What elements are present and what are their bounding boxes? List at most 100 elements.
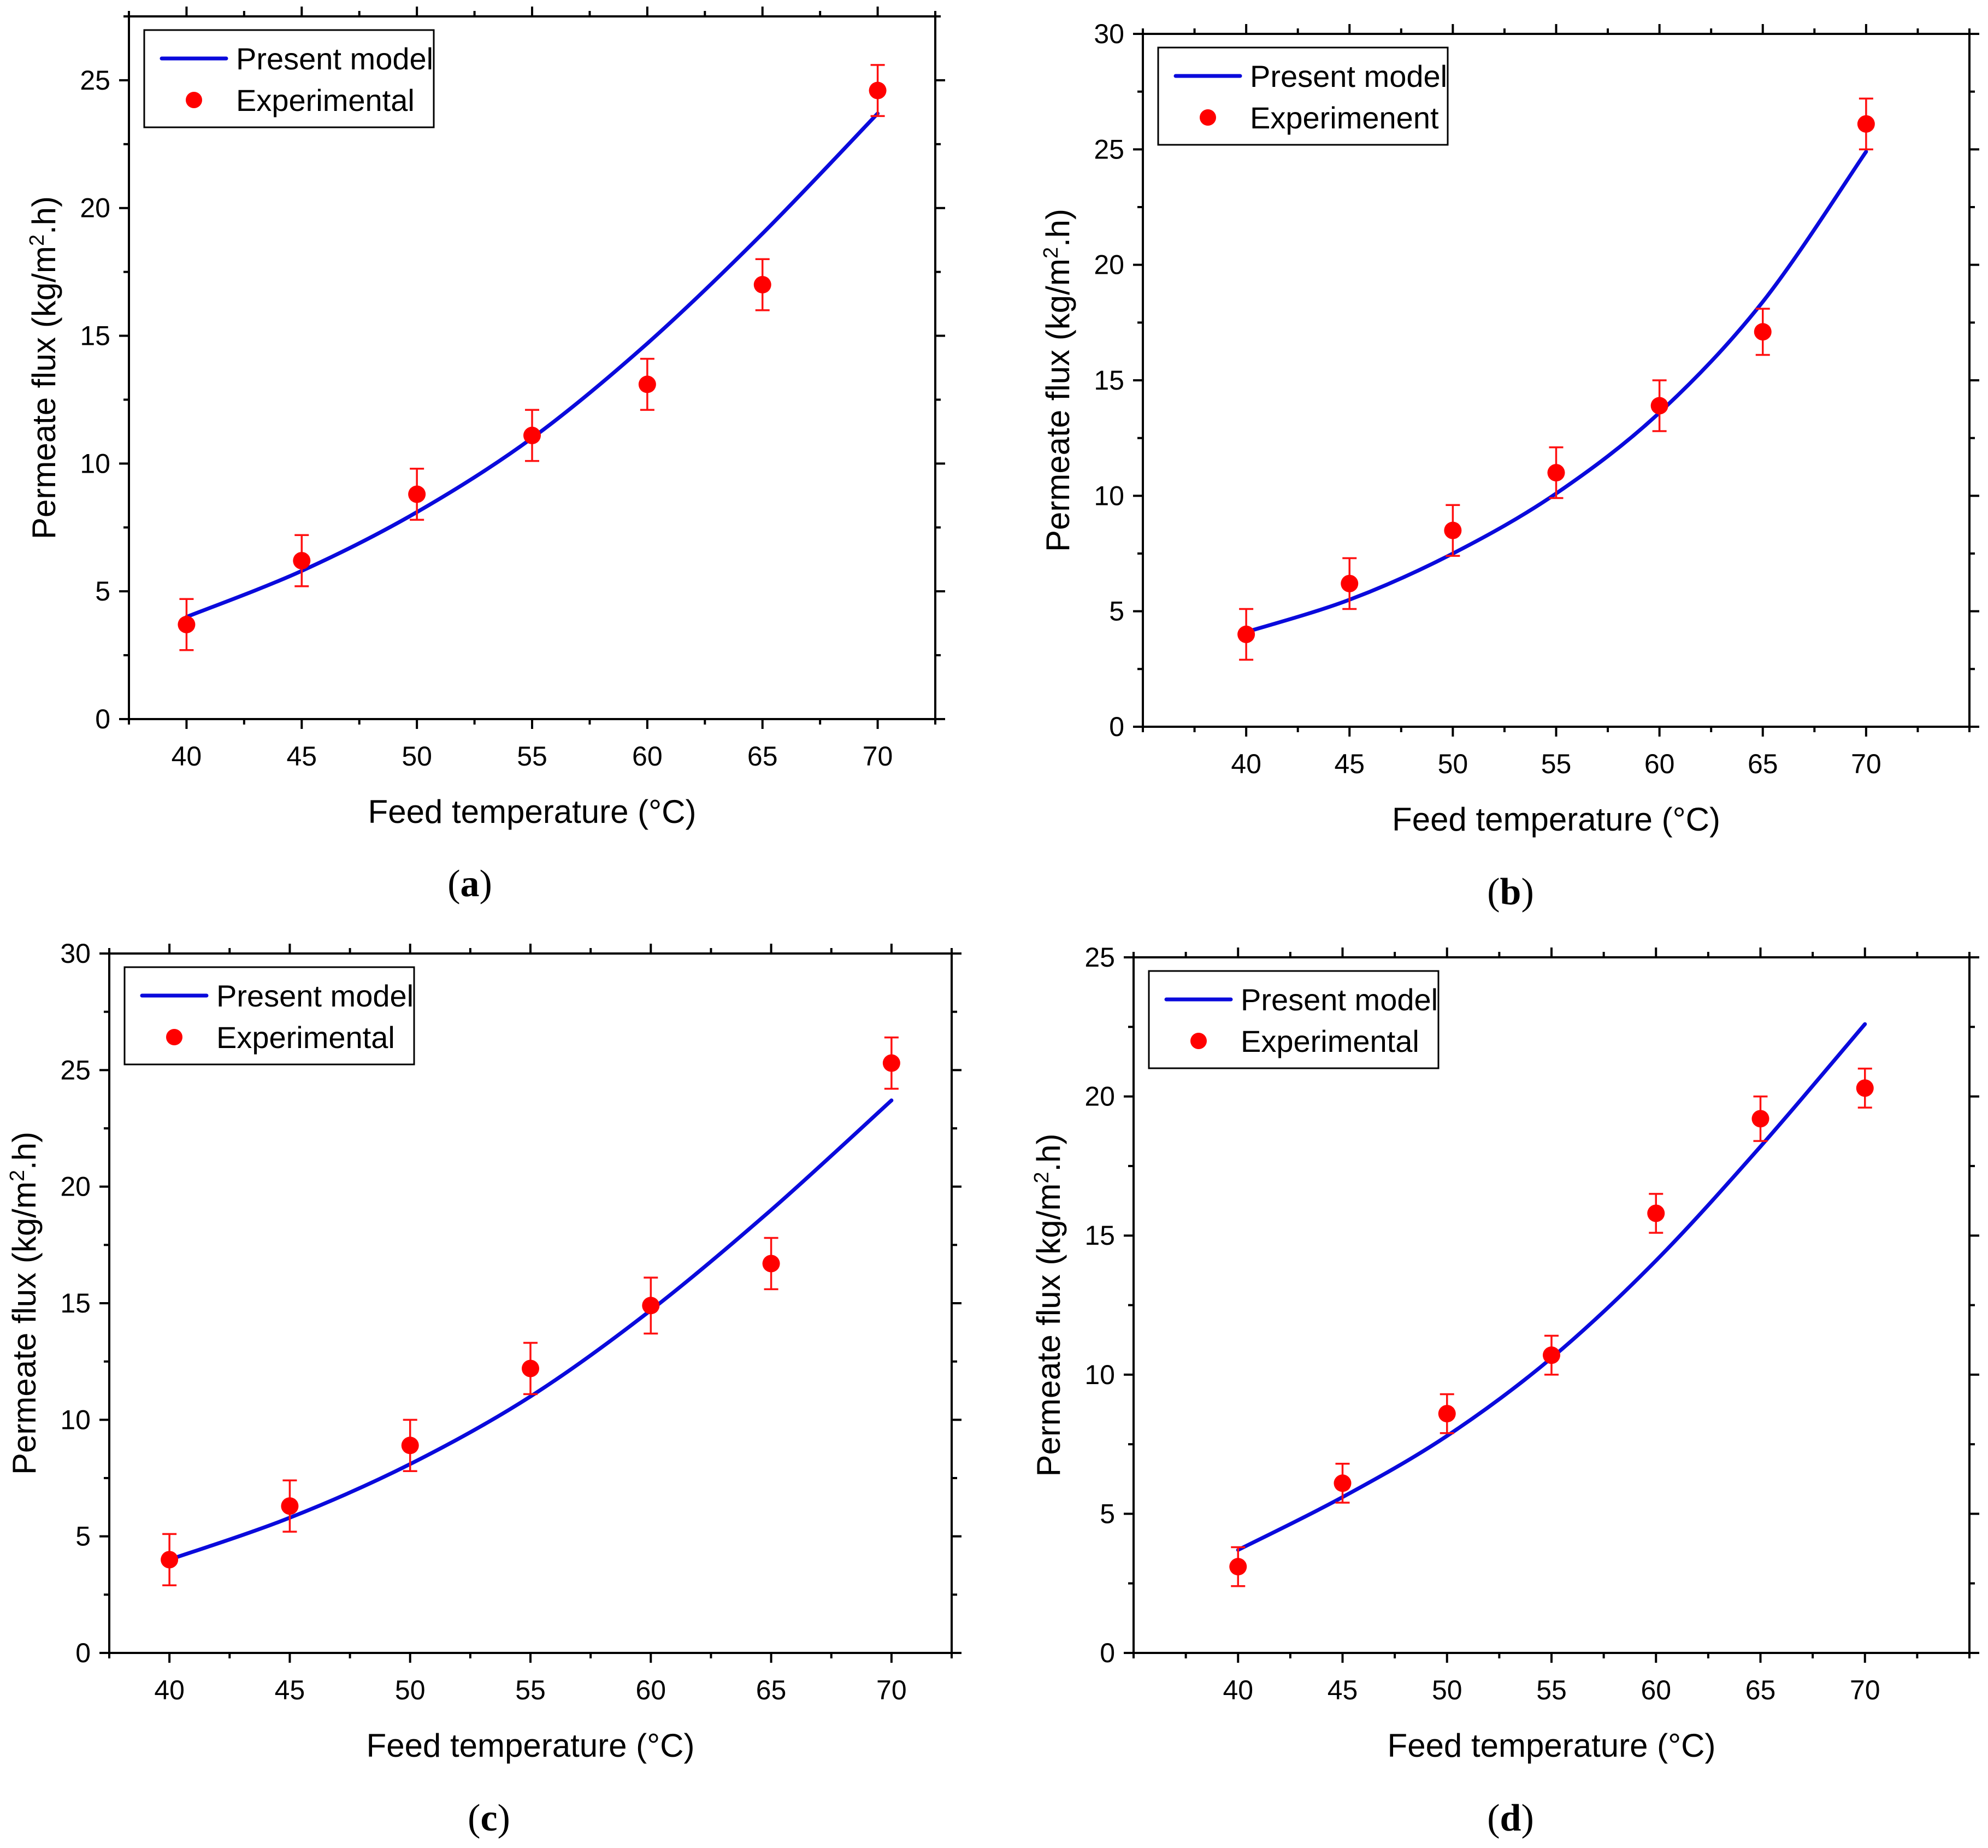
y-tick-label: 10 bbox=[60, 1404, 91, 1435]
x-axis-label: Feed temperature (°C) bbox=[1388, 1727, 1716, 1764]
experimental-point bbox=[762, 1255, 780, 1273]
caption-open-paren: ( bbox=[1487, 871, 1500, 913]
y-tick-label: 15 bbox=[60, 1288, 91, 1319]
y-tick-label: 25 bbox=[60, 1055, 91, 1085]
legend-label-model: Present model bbox=[1250, 59, 1447, 93]
y-tick-label: 25 bbox=[80, 65, 110, 96]
legend-point-swatch bbox=[166, 1029, 182, 1045]
y-axis-label-main: Permeate flux (kg/m bbox=[1030, 1184, 1067, 1477]
x-tick-label: 55 bbox=[1541, 749, 1572, 779]
chart-panel-d: 40 45 50 55 60 65 70 0 5 10 15 20 25 Feed temperature… bbox=[1030, 942, 1979, 1839]
x-tick-label: 65 bbox=[747, 741, 778, 772]
caption-close-paren: ) bbox=[1521, 1797, 1533, 1839]
present-model-line bbox=[1236, 1022, 1867, 1552]
x-tick-label: 65 bbox=[1745, 1675, 1776, 1705]
caption-close-paren: ) bbox=[480, 863, 492, 905]
y-tick-label: 0 bbox=[1100, 1638, 1115, 1668]
legend-label-model: Present model bbox=[1241, 982, 1438, 1017]
y-tick-label: 15 bbox=[1094, 365, 1124, 396]
experimental-point bbox=[1547, 464, 1565, 482]
x-tick-label: 40 bbox=[1223, 1675, 1253, 1705]
caption-open-paren: ( bbox=[468, 1797, 480, 1839]
y-axis-label-superscript: 2 bbox=[1040, 247, 1063, 258]
x-tick-label: 55 bbox=[515, 1675, 546, 1705]
legend-label-model: Present model bbox=[236, 42, 433, 76]
y-tick-label: 5 bbox=[1109, 596, 1124, 627]
y-axis-label-suffix: .h) bbox=[1040, 209, 1076, 247]
x-tick-label: 60 bbox=[632, 741, 663, 772]
y-tick-label: 25 bbox=[1084, 942, 1115, 973]
experimental-point bbox=[401, 1437, 419, 1455]
x-tick-label: 50 bbox=[1432, 1675, 1462, 1705]
x-tick-label: 65 bbox=[1748, 749, 1778, 779]
y-tick-label: 20 bbox=[1084, 1081, 1115, 1112]
x-tick-label: 40 bbox=[154, 1675, 185, 1705]
y-axis-label: Permeate flux (kg/m2.h) bbox=[26, 196, 62, 539]
legend-label-model: Present model bbox=[216, 979, 414, 1013]
y-axis-label-main: Permeate flux (kg/m bbox=[1040, 258, 1076, 552]
experimental-point bbox=[1444, 521, 1462, 539]
experimental-point bbox=[1341, 574, 1359, 592]
x-axis-label: Feed temperature (°C) bbox=[368, 793, 697, 830]
y-tick-label: 0 bbox=[75, 1638, 91, 1668]
legend: Present model Experimental bbox=[143, 29, 435, 128]
experimental-point bbox=[293, 552, 311, 570]
x-tick-label: 45 bbox=[275, 1675, 305, 1705]
legend-box bbox=[1148, 970, 1440, 1069]
y-tick-label: 30 bbox=[1094, 19, 1124, 49]
experimental-point bbox=[281, 1497, 299, 1515]
y-axis-label-suffix: .h) bbox=[6, 1132, 43, 1170]
y-axis-label-main: Permeate flux (kg/m bbox=[26, 246, 62, 539]
x-tick-label: 70 bbox=[863, 741, 893, 772]
caption-letter: d bbox=[1500, 1797, 1521, 1839]
legend-point-swatch bbox=[1200, 109, 1216, 126]
caption-close-paren: ) bbox=[498, 1797, 510, 1839]
y-tick-label: 25 bbox=[1094, 134, 1124, 164]
caption-open-paren: ( bbox=[447, 863, 460, 905]
y-axis-label: Permeate flux (kg/m2.h) bbox=[1030, 1133, 1067, 1476]
chart-panel-b: 40 45 50 55 60 65 70 0 5 10 15 20 25 30 Feed temperatu… bbox=[1040, 19, 1979, 913]
caption-close-paren: ) bbox=[1521, 871, 1533, 913]
present-model-line bbox=[184, 111, 880, 619]
y-tick-label: 5 bbox=[75, 1521, 91, 1552]
y-tick-label: 15 bbox=[1084, 1220, 1115, 1251]
x-tick-label: 50 bbox=[395, 1675, 426, 1705]
x-tick-label: 70 bbox=[1851, 749, 1881, 779]
experimental-point bbox=[1647, 1204, 1665, 1222]
x-tick-label: 50 bbox=[402, 741, 432, 772]
experimental-point bbox=[1856, 1079, 1874, 1097]
x-tick-label: 70 bbox=[1850, 1675, 1880, 1705]
y-tick-label: 10 bbox=[1094, 480, 1124, 511]
x-tick-label: 60 bbox=[635, 1675, 666, 1705]
experimental-point bbox=[1543, 1346, 1560, 1364]
experimental-point bbox=[642, 1297, 660, 1315]
panel-caption: (c) bbox=[468, 1797, 510, 1839]
x-tick-label: 65 bbox=[756, 1675, 787, 1705]
caption-open-paren: ( bbox=[1487, 1797, 1500, 1839]
experimental-point bbox=[161, 1551, 179, 1569]
legend-label-experimental: Experimental bbox=[1241, 1024, 1419, 1058]
y-tick-label: 30 bbox=[60, 938, 91, 969]
panel-caption: (b) bbox=[1487, 871, 1534, 913]
chart-panel-a: 40 45 50 55 60 65 70 0 5 10 15 20 25 Feed temperature… bbox=[26, 7, 945, 905]
x-tick-label: 60 bbox=[1644, 749, 1675, 779]
legend: Present model Experimental bbox=[1148, 970, 1440, 1069]
legend-box bbox=[123, 966, 415, 1066]
legend-label-experimental: Experimental bbox=[216, 1020, 395, 1055]
experimental-point bbox=[1754, 323, 1772, 341]
y-axis-label-main: Permeate flux (kg/m bbox=[6, 1181, 43, 1475]
experimental-point bbox=[882, 1054, 900, 1072]
y-tick-label: 20 bbox=[60, 1172, 91, 1202]
y-axis-label-superscript: 2 bbox=[26, 234, 49, 246]
experimental-point bbox=[408, 485, 426, 503]
x-tick-label: 40 bbox=[1231, 749, 1261, 779]
y-tick-label: 20 bbox=[1094, 250, 1124, 280]
experimental-point bbox=[1857, 115, 1875, 133]
caption-letter: b bbox=[1500, 871, 1521, 913]
y-tick-label: 10 bbox=[80, 448, 110, 479]
y-tick-label: 20 bbox=[80, 193, 110, 223]
legend-box bbox=[143, 29, 435, 128]
x-tick-label: 40 bbox=[172, 741, 202, 772]
x-axis-label: Feed temperature (°C) bbox=[367, 1727, 695, 1764]
